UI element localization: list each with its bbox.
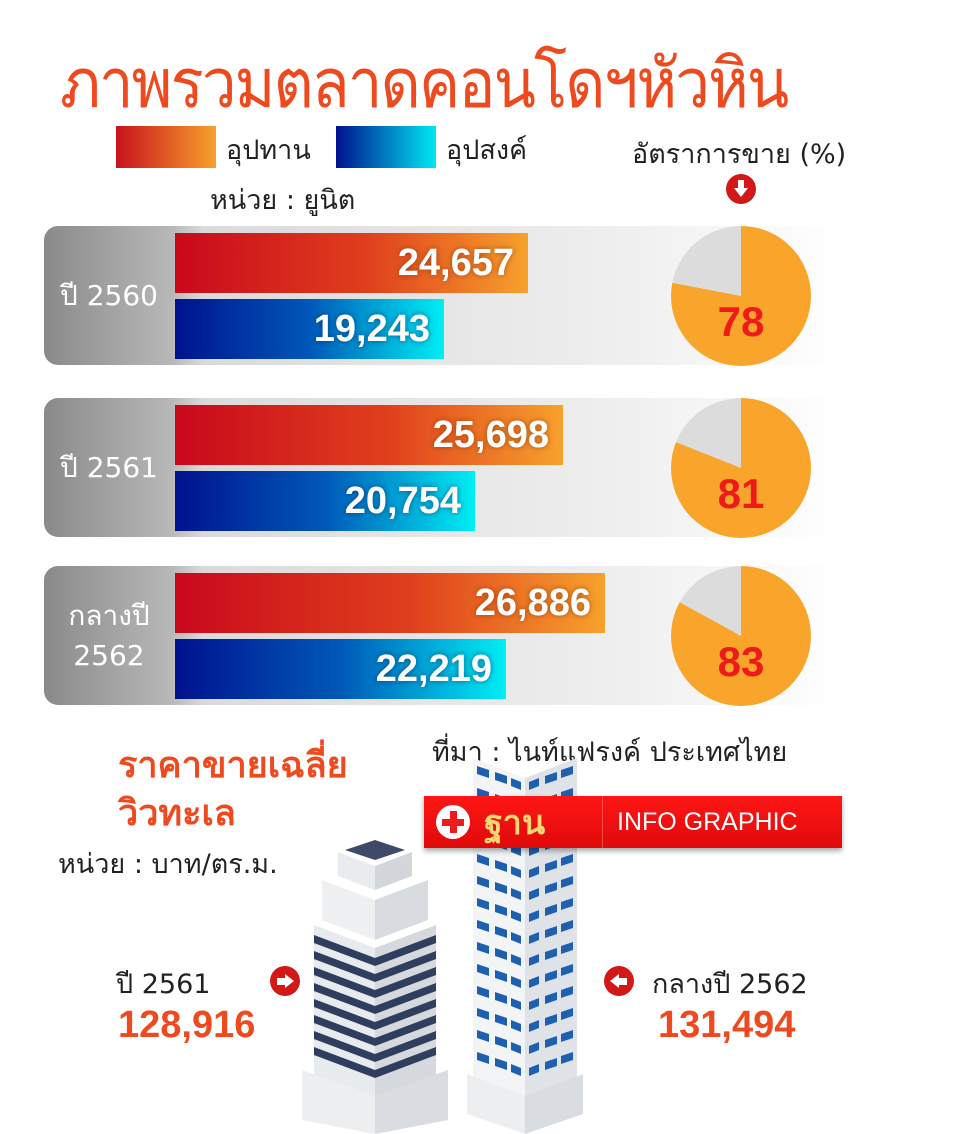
supply-bar: 26,886: [175, 573, 605, 633]
price-left-value: 128,916: [118, 1004, 256, 1046]
legend-swatch-supply: [116, 126, 216, 168]
sales-rate-value: 83: [717, 638, 765, 685]
price-right-year: กลางปี 2562: [652, 969, 808, 1000]
sales-rate-pie: 83: [671, 566, 811, 706]
arrow-right-icon: [270, 966, 300, 996]
legend-label-demand: อุปสงค์: [446, 135, 528, 166]
avg-price-title-line2: วิวทะเล: [118, 793, 236, 834]
page-title: ภาพรวมตลาดคอนโดฯหัวหิน: [60, 43, 789, 124]
avg-price-title-line1: ราคาขายเฉลี่ย: [118, 745, 348, 786]
supply-bar: 25,698: [175, 405, 563, 465]
sales-rate-title: อัตราการขาย (%): [632, 139, 847, 170]
arrow-down-icon: [726, 174, 756, 204]
year-label-line1: กลางปี: [68, 598, 150, 632]
year-panel-2561: ปี 2561 25,698 20,754 81: [44, 398, 844, 538]
year-label-line2: 2562: [73, 638, 145, 672]
sales-rate-pie: 81: [671, 398, 811, 538]
supply-value: 25,698: [432, 413, 549, 456]
unit-label: หน่วย : ยูนิต: [210, 185, 356, 216]
sales-rate-value: 81: [717, 470, 765, 517]
year-panel-2560: ปี 2560 24,657 19,243 78: [44, 226, 844, 366]
price-left-year: ปี 2561: [116, 969, 211, 1000]
plus-icon: [436, 805, 470, 839]
legend-label-supply: อุปทาน: [226, 135, 311, 166]
year-label: ปี 2561: [44, 398, 174, 537]
avg-price-title: ราคาขายเฉลี่ย วิวทะเล: [118, 742, 348, 838]
demand-value: 20,754: [344, 479, 461, 522]
source-label: ที่มา : ไนท์แฟรงค์ ประเทศไทย: [432, 737, 788, 768]
brand-name: ฐาน: [484, 803, 546, 843]
year-panel-mid-2562: กลางปี 2562 26,886 22,219 83: [44, 566, 844, 706]
building-left-icon: [302, 840, 448, 1134]
demand-bar: 20,754: [175, 471, 475, 531]
price-right-value: 131,494: [658, 1004, 796, 1046]
brand-banner: ฐาน INFO GRAPHIC: [424, 796, 842, 848]
avg-price-unit: หน่วย : บาท/ตร.ม.: [58, 849, 278, 880]
year-label: กลางปี 2562: [44, 566, 174, 705]
demand-value: 22,219: [375, 647, 492, 690]
supply-bar: 24,657: [175, 233, 528, 293]
demand-bar: 19,243: [175, 299, 444, 359]
year-label: ปี 2560: [44, 226, 174, 365]
supply-value: 26,886: [474, 581, 591, 624]
year-label-line1: ปี 2561: [60, 450, 158, 484]
year-label-line1: ปี 2560: [60, 278, 158, 312]
supply-value: 24,657: [397, 241, 514, 284]
legend-swatch-demand: [336, 126, 436, 168]
sales-rate-value: 78: [717, 298, 765, 345]
arrow-left-icon: [604, 966, 634, 996]
sales-rate-pie: 78: [671, 226, 811, 366]
brand-tagline: INFO GRAPHIC: [602, 796, 798, 848]
demand-bar: 22,219: [175, 639, 506, 699]
demand-value: 19,243: [313, 307, 430, 350]
